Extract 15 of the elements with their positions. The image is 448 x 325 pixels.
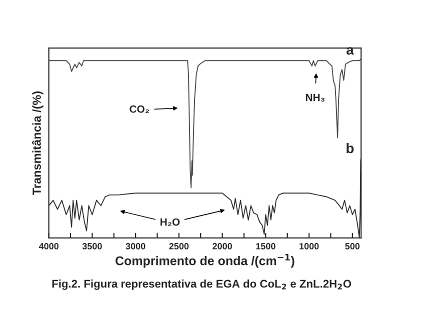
x-axis-title: Comprimento de onda /(cm$^{−1}$) <box>116 254 294 268</box>
series-label: b <box>346 142 354 154</box>
x-tick-label: 4000 <box>38 243 59 250</box>
y-axis-title: Transmitância /(%) <box>32 91 44 196</box>
x-tick-label: 3000 <box>126 243 146 250</box>
annotation: NH₃ <box>306 94 324 102</box>
x-tick-label: 500 <box>345 243 360 250</box>
annotation: CO₂ <box>130 105 149 113</box>
annotation: H₂O <box>160 218 180 226</box>
x-tick-label: 2500 <box>169 243 189 250</box>
x-tick-label: 1000 <box>300 243 319 250</box>
x-tick-label: 3500 <box>82 243 102 250</box>
x-tick-label: 1500 <box>256 243 276 250</box>
x-tick-label: 2000 <box>212 243 232 250</box>
text: Fig.2. Figura representativa de EGA do CoL$_{2}$ e ZnL.2H$_{2}$O <box>52 280 352 290</box>
